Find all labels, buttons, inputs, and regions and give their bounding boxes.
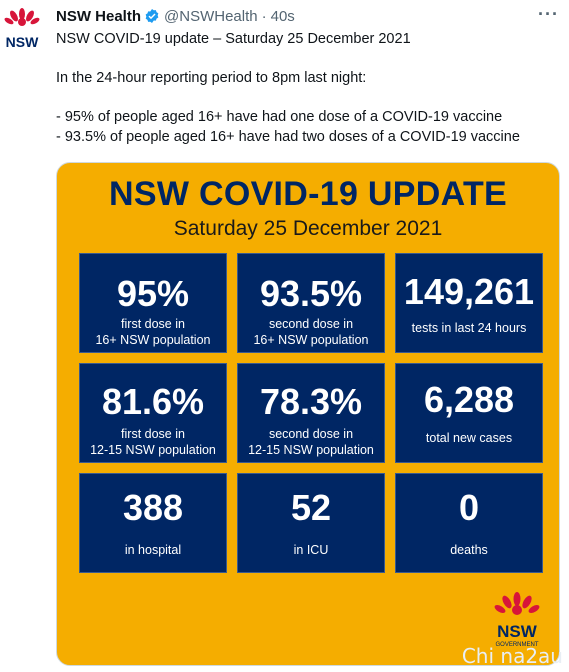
logo-subtext: GOVERNMENT	[495, 642, 538, 648]
stat-label: second dose in 12-15 NSW population	[248, 427, 374, 457]
tweet-line	[56, 89, 556, 109]
logo-text: NSW	[497, 622, 538, 641]
stat-tile: 0 deaths	[395, 473, 543, 573]
stat-value: 95%	[116, 273, 190, 314]
stat-tile: 93.5% second dose in 16+ NSW population	[237, 253, 385, 353]
stat-tile: 388 in hospital	[79, 473, 227, 573]
author-name[interactable]: NSW Health	[56, 7, 142, 25]
avatar[interactable]: NSW	[0, 6, 44, 50]
stat-label: second dose in 16+ NSW population	[253, 317, 369, 347]
tweet-header: NSW Health @NSWHealth · 40s	[56, 6, 557, 26]
stat-label: first dose in 12-15 NSW population	[90, 427, 216, 457]
tweet-line: - 93.5% of people aged 16+ have had two …	[56, 128, 520, 145]
stat-label: in ICU	[293, 543, 329, 557]
stat-value: 81.6%	[101, 381, 205, 422]
stat-value: 78.3%	[259, 381, 363, 422]
author-handle[interactable]: @NSWHealth	[164, 7, 258, 25]
avatar-text: NSW	[6, 34, 39, 50]
tweet-line: In the 24-hour reporting period to 8pm l…	[56, 70, 367, 86]
tweet-line	[56, 50, 556, 70]
nsw-government-logo: NSW GOVERNMENT	[489, 591, 545, 649]
stat-value: 388	[122, 487, 184, 528]
stat-value: 52	[290, 487, 332, 528]
tweet-media-image[interactable]: NSW COVID-19 UPDATE Saturday 25 December…	[56, 162, 560, 666]
meta-separator: ·	[261, 7, 267, 25]
card-date: Saturday 25 December 2021	[173, 217, 443, 240]
more-options-icon[interactable]: ···	[538, 4, 559, 24]
stat-tile: 78.3% second dose in 12-15 NSW populatio…	[237, 363, 385, 463]
stat-label: first dose in 16+ NSW population	[95, 317, 211, 347]
nsw-waratah-icon: NSW GOVERNMENT	[494, 592, 540, 648]
stat-tile: 52 in ICU	[237, 473, 385, 573]
stat-value: 149,261	[403, 271, 535, 312]
tweet-line: NSW COVID-19 update – Saturday 25 Decemb…	[56, 31, 411, 47]
tweet-text: NSW COVID-19 update – Saturday 25 Decemb…	[56, 30, 556, 147]
card-title: NSW COVID-19 UPDATE	[109, 175, 507, 213]
stat-value: 0	[458, 487, 480, 528]
verified-badge-icon	[145, 9, 159, 23]
stat-value: 6,288	[423, 379, 515, 420]
nsw-waratah-icon: NSW	[4, 8, 40, 50]
stat-tile: 81.6% first dose in 12-15 NSW population	[79, 363, 227, 463]
stat-value: 93.5%	[259, 273, 363, 314]
tweet-timestamp[interactable]: 40s	[270, 7, 295, 25]
stat-label: in hospital	[124, 543, 182, 557]
tweet-line: - 95% of people aged 16+ have had one do…	[56, 109, 503, 125]
stat-tile: 149,261 tests in last 24 hours	[395, 253, 543, 353]
stat-tile: 6,288 total new cases	[395, 363, 543, 463]
stat-label: deaths	[450, 543, 488, 557]
stat-label: total new cases	[425, 431, 513, 445]
watermark: Chi na2au	[461, 644, 563, 668]
stat-tile: 95% first dose in 16+ NSW population	[79, 253, 227, 353]
stat-label: tests in last 24 hours	[411, 321, 527, 335]
